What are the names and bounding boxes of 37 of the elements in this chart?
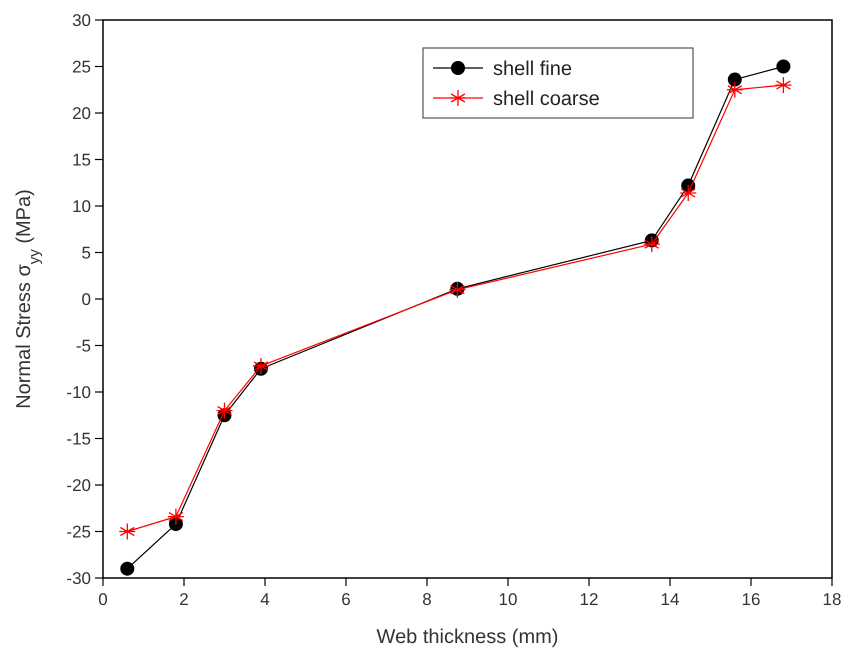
x-tick-label: 12 (580, 590, 598, 609)
x-axis-title: Web thickness (mm) (376, 626, 558, 648)
point (728, 72, 742, 87)
legend-label: shell coarse (493, 88, 600, 110)
x-tick-label: 8 (422, 590, 432, 609)
y-tick-label: -25 (66, 522, 91, 542)
y-tick-label: 10 (72, 196, 91, 216)
point (216, 402, 234, 420)
legend-label: shell fine (493, 58, 572, 80)
y-tick-label: -15 (66, 429, 91, 448)
y-tick-label: 20 (72, 104, 91, 123)
point (120, 562, 134, 576)
y-tick-label: -10 (66, 382, 91, 402)
y-tick-label: 30 (72, 10, 91, 30)
x-tick-label: 2 (179, 590, 189, 609)
point (774, 76, 792, 94)
y-tick-label: -30 (66, 568, 91, 588)
point (643, 235, 660, 253)
y-tick-label: 25 (72, 57, 91, 76)
point (776, 60, 790, 74)
point (726, 81, 744, 98)
y-tick-label: 5 (82, 243, 91, 262)
x-tick-label: 6 (341, 590, 351, 609)
x-tick-label: 10 (498, 590, 518, 609)
y-tick-label: -5 (76, 336, 91, 356)
point (118, 522, 136, 540)
y-tick-label: -20 (66, 476, 91, 495)
y-tick-label: 15 (72, 150, 91, 170)
x-tick-label: 4 (260, 590, 270, 609)
x-tick-label: 0 (98, 590, 108, 609)
point (167, 508, 185, 526)
x-tick-label: 14 (660, 590, 680, 609)
point (252, 357, 270, 375)
point (680, 184, 697, 202)
x-tick-label: 18 (822, 590, 842, 609)
x-tick-label: 16 (742, 590, 760, 609)
y-tick-label: 0 (82, 290, 91, 309)
